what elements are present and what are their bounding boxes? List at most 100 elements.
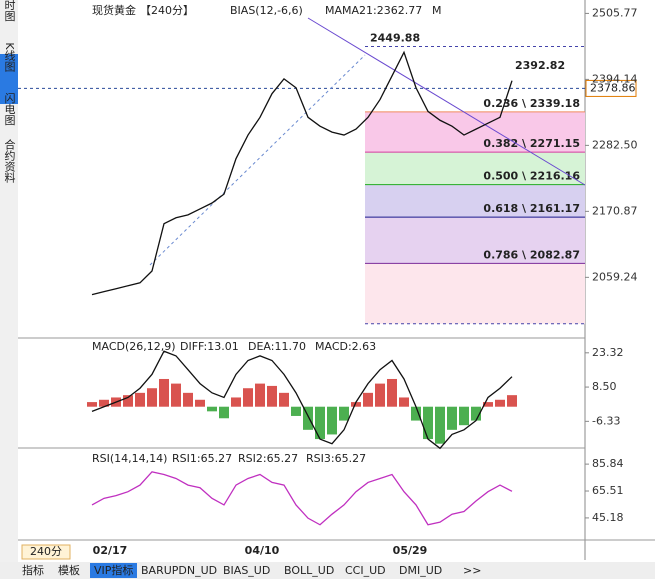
- header-text: 现货黄金: [92, 3, 136, 17]
- fib-label: 0.236 \ 2339.18: [483, 97, 580, 110]
- macd-bar: [219, 406, 229, 419]
- fib-zone: [365, 263, 585, 324]
- macd-bar: [411, 406, 421, 421]
- x-label: 05/29: [393, 544, 428, 557]
- period-tab[interactable]: 240分: [30, 545, 62, 558]
- macd-bar: [279, 392, 289, 407]
- macd-bar: [483, 402, 493, 407]
- high-label: 2449.88: [370, 31, 420, 44]
- y-tick-label: 2170.87: [592, 204, 638, 217]
- tab-active: [0, 54, 18, 104]
- bottom-tab[interactable]: CCI_UD: [345, 564, 386, 577]
- x-label: 02/17: [93, 544, 128, 557]
- header-text: M: [432, 4, 442, 17]
- macd-bar: [207, 406, 217, 412]
- fib-zone: [365, 152, 585, 185]
- macd-bar: [471, 406, 481, 421]
- y-tick-label: 85.84: [592, 457, 624, 470]
- macd-bar: [399, 397, 409, 407]
- macd-bar: [423, 406, 433, 440]
- sidebar: [0, 0, 18, 579]
- header-text: 【240分】: [140, 4, 194, 17]
- tab-active: [90, 563, 137, 578]
- bottom-tab[interactable]: >>: [463, 564, 481, 577]
- macd-bar: [303, 406, 313, 430]
- bottom-tab[interactable]: BIAS_UD: [223, 564, 270, 577]
- bottom-tab[interactable]: BARUPDN_UD: [141, 564, 217, 577]
- rsi-header: RSI3:65.27: [306, 452, 366, 465]
- macd-header: MACD:2.63: [315, 340, 376, 353]
- macd-bar: [159, 378, 169, 407]
- rsi-header: RSI(14,14,14): [92, 452, 167, 465]
- trend-line: [307, 17, 586, 186]
- macd-bar: [351, 402, 361, 407]
- sidebar-tab[interactable]: 闪电图: [3, 91, 16, 126]
- macd-bar: [255, 383, 265, 407]
- macd-bar: [99, 399, 109, 407]
- rsi-header: RSI2:65.27: [238, 452, 298, 465]
- y-tick-label: 2059.24: [592, 270, 638, 283]
- macd-bar: [339, 406, 349, 421]
- macd-bar: [147, 388, 157, 407]
- x-label: 04/10: [245, 544, 280, 557]
- period-tab-bg: [21, 544, 71, 560]
- macd-header: DEA:11.70: [248, 340, 306, 353]
- sidebar-tab[interactable]: 合约资料: [3, 138, 16, 184]
- macd-bar: [315, 406, 325, 440]
- macd-bar: [459, 406, 469, 426]
- macd-header: MACD(26,12,9): [92, 340, 176, 353]
- y-tick-label: 65.51: [592, 484, 624, 497]
- fib-zone: [365, 217, 585, 264]
- sidebar-tab[interactable]: K线图: [3, 42, 16, 72]
- y-tick-label: 8.50: [592, 380, 617, 393]
- y-tick-label: 45.18: [592, 511, 624, 524]
- macd-bar: [171, 383, 181, 407]
- y-tick-label: 2282.50: [592, 138, 638, 151]
- price-line: [91, 50, 513, 296]
- fib-label: 0.618 \ 2161.17: [483, 202, 580, 215]
- macd-bar: [447, 406, 457, 430]
- y-tick-label: 2394.14: [592, 72, 638, 85]
- y-tick-label: 23.32: [592, 346, 624, 359]
- macd-bar: [507, 395, 517, 407]
- macd-bar: [435, 406, 445, 444]
- rsi-line: [91, 471, 513, 526]
- fib-label: 0.382 \ 2271.15: [483, 137, 580, 150]
- macd-bar: [291, 406, 301, 416]
- y-tick-label: -6.33: [592, 414, 620, 427]
- tab-bar: [0, 562, 655, 579]
- macd-bar: [267, 385, 277, 407]
- trend-line: [149, 54, 366, 266]
- sidebar-tab[interactable]: 分时图: [3, 0, 16, 22]
- fib-label: 0.500 \ 2216.16: [483, 170, 580, 183]
- bottom-tab[interactable]: 指标: [22, 563, 44, 577]
- header-text: MAMA21:2362.77: [325, 4, 422, 17]
- macd-bar: [387, 378, 397, 407]
- macd-bar: [495, 399, 505, 407]
- y-tick-label: 2505.77: [592, 6, 638, 19]
- diff-line: [91, 350, 513, 450]
- macd-bar: [123, 395, 133, 407]
- macd-bar: [87, 402, 97, 407]
- macd-bar: [183, 392, 193, 407]
- bottom-tab[interactable]: DMI_UD: [399, 564, 442, 577]
- macd-bar: [375, 383, 385, 407]
- last-label: 2392.82: [515, 59, 565, 72]
- macd-bar: [363, 392, 373, 407]
- bottom-tab[interactable]: BOLL_UD: [284, 564, 334, 577]
- fib-zone: [365, 184, 585, 218]
- rsi-header: RSI1:65.27: [172, 452, 232, 465]
- macd-bar: [135, 392, 145, 407]
- header-text: BIAS(12,-6,6): [230, 4, 303, 17]
- current-price-box: [585, 79, 637, 97]
- macd-bar: [243, 388, 253, 407]
- current-price: 2378.86: [590, 81, 636, 94]
- macd-header: DIFF:13.01: [180, 340, 239, 353]
- macd-bar: [231, 397, 241, 407]
- macd-bar: [195, 399, 205, 407]
- macd-bar: [327, 406, 337, 435]
- bottom-tab[interactable]: 模板: [58, 563, 80, 577]
- bottom-tab[interactable]: VIP指标: [94, 563, 133, 577]
- fib-label: 0.786 \ 2082.87: [483, 248, 580, 261]
